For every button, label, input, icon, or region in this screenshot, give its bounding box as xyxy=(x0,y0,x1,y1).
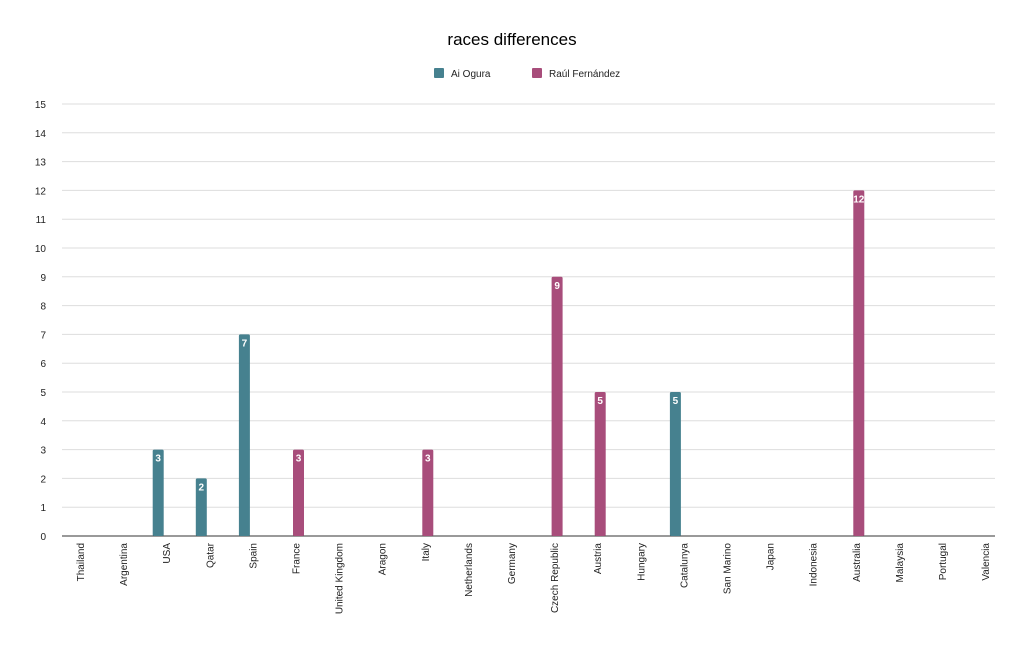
bar-data-label: 12 xyxy=(853,194,865,205)
x-tick-label: Aragon xyxy=(378,543,389,575)
x-tick-label: Qatar xyxy=(205,542,216,568)
gridlines xyxy=(62,103,995,537)
legend-swatch xyxy=(532,68,542,78)
y-tick-label: 14 xyxy=(35,129,47,140)
x-tick-label: Catalunya xyxy=(679,543,690,588)
x-tick-label: Japan xyxy=(766,543,777,570)
y-tick-label: 11 xyxy=(36,215,47,226)
chart-title: races differences xyxy=(447,30,576,49)
x-tick-label: Hungary xyxy=(636,543,647,581)
y-tick-label: 7 xyxy=(40,330,46,341)
x-tick-label: Netherlands xyxy=(464,543,475,597)
bar-data-label: 5 xyxy=(597,396,603,407)
x-tick-label: Australia xyxy=(852,543,863,582)
y-tick-label: 12 xyxy=(35,186,47,197)
bar xyxy=(422,449,434,536)
x-axis-ticks: Thailand Argentina USA Qatar Spain France Unit… xyxy=(76,542,992,614)
x-tick-label: France xyxy=(292,543,303,575)
x-tick-label: Portugal xyxy=(938,543,949,580)
bar xyxy=(669,392,681,536)
y-tick-label: 13 xyxy=(35,158,47,169)
bar xyxy=(551,276,563,536)
bar-data-label: 2 xyxy=(199,482,205,493)
bar-data-label: 3 xyxy=(296,454,302,465)
bar xyxy=(152,449,164,536)
y-tick-label: 15 xyxy=(35,100,47,111)
bar xyxy=(293,449,304,536)
x-tick-label: Germany xyxy=(507,543,518,584)
bar xyxy=(195,478,207,536)
bar-data-label: 7 xyxy=(242,338,248,349)
bar-data-label: 9 xyxy=(554,281,560,292)
x-tick-label: Czech Republic xyxy=(550,543,561,613)
y-tick-label: 9 xyxy=(40,273,46,284)
y-tick-label: 2 xyxy=(40,474,46,485)
y-tick-label: 6 xyxy=(40,359,46,370)
y-tick-label: 1 xyxy=(40,503,46,514)
x-tick-label: USA xyxy=(162,543,173,564)
x-tick-label: Indonesia xyxy=(809,543,820,587)
y-tick-label: 5 xyxy=(40,388,46,399)
bar xyxy=(594,392,606,536)
y-tick-label: 8 xyxy=(40,302,46,313)
x-tick-label: Spain xyxy=(248,543,259,569)
x-tick-label: Argentina xyxy=(119,543,130,586)
x-tick-label: Thailand xyxy=(76,543,87,581)
x-tick-label: Malaysia xyxy=(895,543,906,583)
bar-data-label: 3 xyxy=(155,454,161,465)
bar xyxy=(238,334,250,536)
x-tick-label: Austria xyxy=(593,543,604,575)
legend-label: Ai Ogura xyxy=(451,69,491,80)
bars: 3 2 7 5 3 3 9 5 12 xyxy=(152,190,865,536)
bar-data-label: 5 xyxy=(673,396,679,407)
x-tick-label: Valencia xyxy=(981,543,992,581)
y-tick-label: 3 xyxy=(40,446,46,457)
x-tick-label: Italy xyxy=(421,543,432,561)
legend: Ai Ogura Raúl Fernández xyxy=(434,68,620,80)
x-tick-label: San Marino xyxy=(723,543,734,595)
legend-label: Raúl Fernández xyxy=(549,69,620,80)
y-tick-label: 0 xyxy=(40,532,46,543)
y-tick-label: 10 xyxy=(35,244,47,255)
y-tick-label: 4 xyxy=(40,417,46,428)
legend-swatch xyxy=(434,68,444,78)
bar-data-label: 3 xyxy=(425,454,431,465)
x-tick-label: United Kingdom xyxy=(335,543,346,614)
bar xyxy=(853,190,865,536)
